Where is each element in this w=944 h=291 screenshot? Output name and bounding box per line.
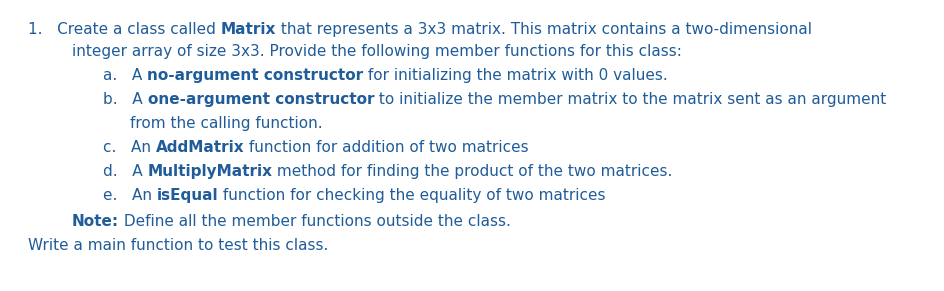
Text: to initialize the member matrix to the matrix sent as an argument: to initialize the member matrix to the m… — [374, 92, 885, 107]
Text: isEqual: isEqual — [157, 188, 218, 203]
Text: for initializing the matrix with 0 values.: for initializing the matrix with 0 value… — [362, 68, 667, 83]
Text: Matrix: Matrix — [221, 22, 276, 37]
Text: function for checking the equality of two matrices: function for checking the equality of tw… — [218, 188, 605, 203]
Text: a.   A: a. A — [103, 68, 147, 83]
Text: no-argument constructor: no-argument constructor — [147, 68, 362, 83]
Text: one-argument constructor: one-argument constructor — [147, 92, 374, 107]
Text: d.   A: d. A — [103, 164, 147, 179]
Text: 1.   Create a class called: 1. Create a class called — [28, 22, 221, 37]
Text: b.   A: b. A — [103, 92, 147, 107]
Text: Note:: Note: — [72, 214, 119, 229]
Text: MultiplyMatrix: MultiplyMatrix — [147, 164, 272, 179]
Text: c.   An: c. An — [103, 140, 156, 155]
Text: Write a main function to test this class.: Write a main function to test this class… — [28, 238, 328, 253]
Text: from the calling function.: from the calling function. — [130, 116, 322, 131]
Text: method for finding the product of the two matrices.: method for finding the product of the tw… — [272, 164, 672, 179]
Text: AddMatrix: AddMatrix — [156, 140, 244, 155]
Text: integer array of size 3x3. Provide the following member functions for this class: integer array of size 3x3. Provide the f… — [72, 44, 682, 59]
Text: Define all the member functions outside the class.: Define all the member functions outside … — [119, 214, 511, 229]
Text: function for addition of two matrices: function for addition of two matrices — [244, 140, 529, 155]
Text: e.   An: e. An — [103, 188, 157, 203]
Text: that represents a 3x3 matrix. This matrix contains a two-dimensional: that represents a 3x3 matrix. This matri… — [276, 22, 811, 37]
